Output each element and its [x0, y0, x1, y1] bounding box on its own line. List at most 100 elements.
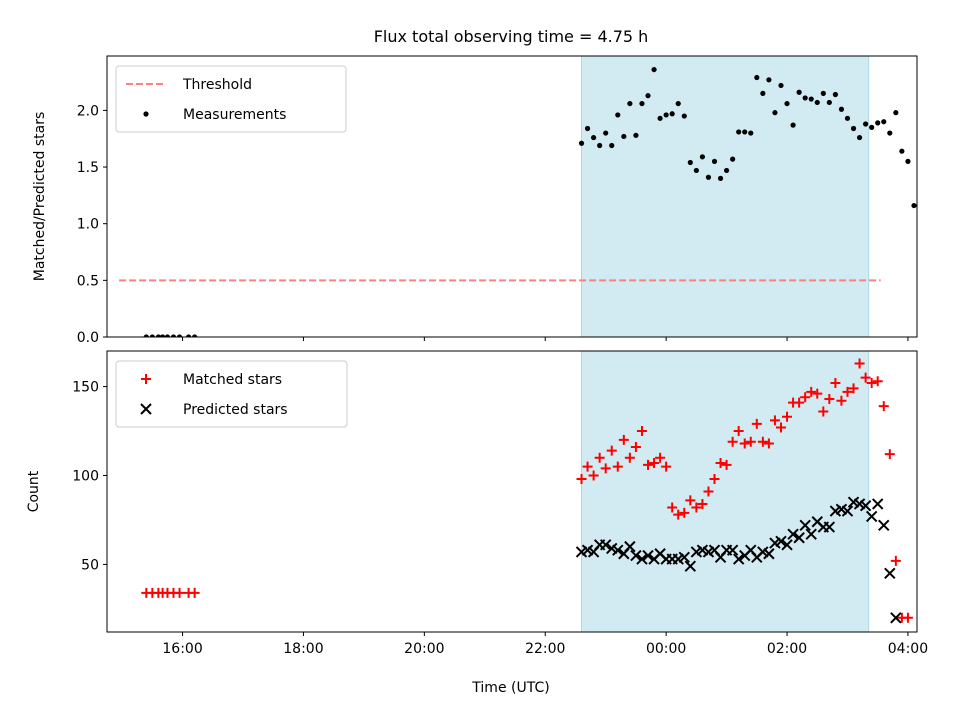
data-point	[814, 99, 820, 106]
x-tick-label: 22:00	[525, 641, 565, 657]
data-point	[192, 334, 198, 337]
data-point	[872, 498, 884, 510]
data-point	[754, 74, 760, 81]
data-point	[160, 334, 166, 337]
data-point	[669, 111, 675, 117]
data-point	[806, 386, 817, 397]
data-point	[624, 452, 635, 463]
data-point	[796, 89, 802, 95]
data-point	[584, 125, 591, 132]
data-point	[639, 100, 645, 107]
data-point	[673, 509, 684, 520]
data-point	[748, 130, 754, 136]
data-point	[865, 510, 878, 523]
data-point	[787, 528, 799, 540]
y-tick-label: 2.0	[77, 103, 99, 119]
data-point	[709, 474, 720, 485]
data-point	[856, 134, 863, 141]
data-point	[633, 132, 639, 138]
data-point	[823, 521, 836, 533]
data-point	[875, 120, 881, 126]
data-point	[723, 167, 730, 174]
data-point	[164, 334, 171, 337]
data-point	[643, 459, 654, 470]
data-point	[887, 130, 893, 136]
data-point	[778, 82, 784, 89]
data-point	[794, 397, 805, 408]
data-point	[782, 411, 793, 422]
data-point	[742, 129, 748, 135]
data-point	[582, 461, 593, 472]
data-point	[691, 502, 702, 513]
data-point	[621, 133, 627, 140]
data-point	[630, 549, 642, 562]
data-point	[838, 106, 845, 112]
data-point	[170, 334, 177, 337]
data-point	[627, 100, 633, 107]
data-point	[594, 452, 605, 463]
data-point	[612, 544, 624, 556]
data-point	[687, 159, 693, 166]
data-point	[890, 612, 902, 624]
x-tick-label: 02:00	[767, 641, 807, 657]
data-point	[860, 372, 871, 383]
data-point	[699, 154, 706, 160]
x-tick-label: 04:00	[888, 641, 928, 657]
data-point	[899, 148, 905, 154]
data-point	[800, 392, 811, 403]
series-predicted-stars	[575, 496, 902, 624]
data-point	[863, 121, 869, 127]
data-point	[645, 93, 651, 99]
data-point	[711, 158, 718, 164]
x-tick-label: 00:00	[646, 641, 686, 657]
data-point	[618, 434, 629, 445]
data-point	[655, 452, 666, 463]
data-point	[799, 519, 811, 531]
data-point	[732, 553, 745, 565]
data-point	[818, 406, 829, 417]
data-point	[812, 388, 823, 399]
legend-marker	[143, 111, 149, 117]
data-point	[736, 129, 742, 135]
legend-label: Measurements	[183, 107, 286, 123]
data-point	[760, 90, 766, 96]
data-point	[881, 119, 887, 125]
data-point	[681, 113, 687, 119]
data-point	[842, 386, 853, 397]
data-point	[769, 415, 780, 426]
data-point	[721, 459, 732, 470]
legend-marker	[140, 403, 152, 415]
data-point	[836, 395, 847, 406]
data-point	[911, 202, 917, 209]
data-point	[705, 174, 712, 180]
data-point	[884, 449, 895, 460]
series-measurements	[143, 66, 917, 337]
data-point	[630, 442, 641, 453]
data-point	[576, 474, 587, 485]
data-point	[751, 418, 762, 429]
data-point	[884, 567, 896, 580]
data-point	[763, 438, 774, 449]
data-point	[591, 134, 597, 141]
data-point	[636, 426, 647, 437]
data-point	[149, 334, 155, 337]
axes-frame	[106, 55, 918, 338]
y-axis-label: Matched/Predicted stars	[32, 112, 48, 282]
x-tick-label: 16:00	[162, 641, 202, 657]
data-point	[733, 426, 744, 437]
data-point	[878, 401, 889, 412]
plot-area	[119, 66, 917, 337]
data-point	[826, 99, 832, 106]
data-point	[703, 486, 714, 497]
data-point	[578, 140, 585, 146]
data-point	[866, 378, 877, 389]
observing-window-shade	[581, 55, 870, 338]
data-point	[830, 378, 841, 389]
data-point	[790, 122, 796, 128]
data-point	[905, 158, 911, 164]
data-point	[624, 540, 636, 553]
data-point	[832, 91, 838, 98]
chart-title: Flux total observing time = 4.75 h	[374, 27, 649, 46]
data-point	[588, 470, 599, 481]
y-tick-label: 50	[81, 557, 99, 573]
